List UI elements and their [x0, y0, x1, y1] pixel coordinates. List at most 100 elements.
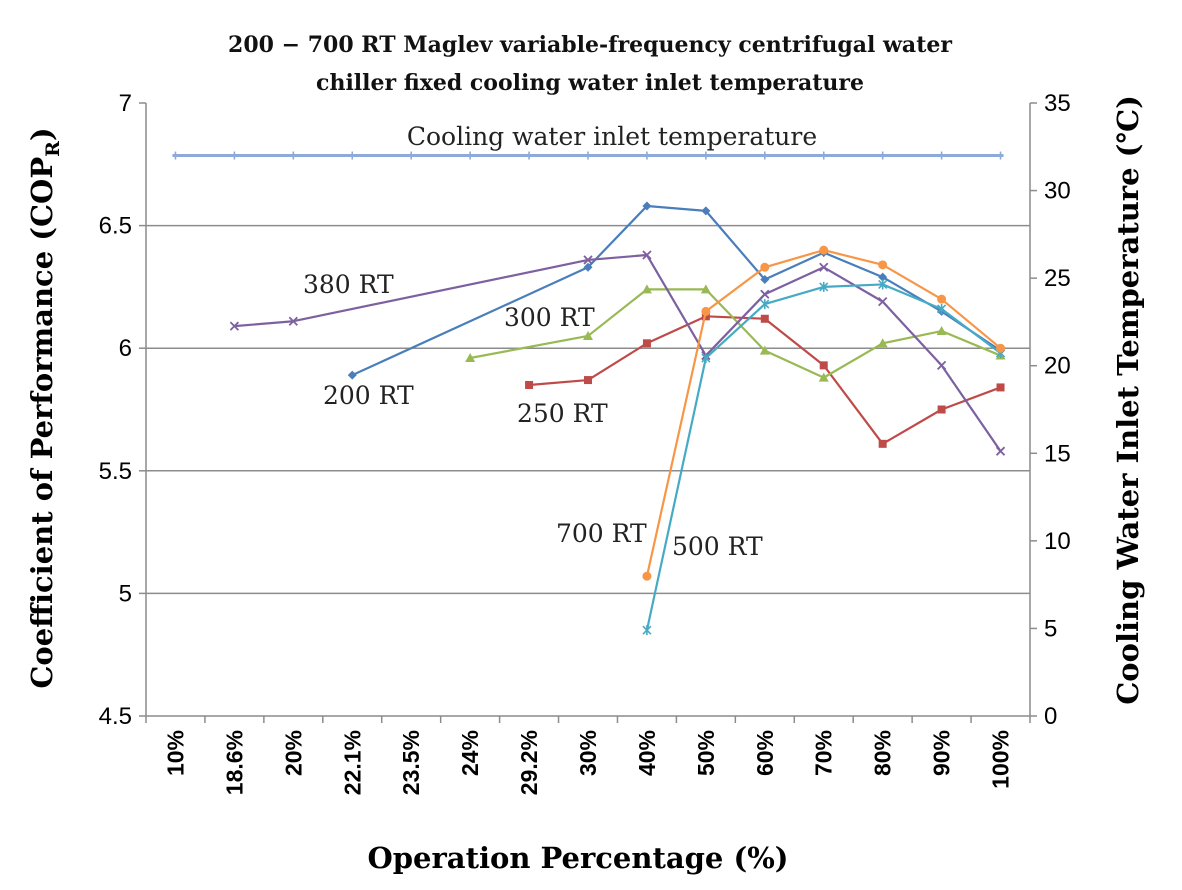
annotation-700rt: 700 RT	[556, 519, 647, 548]
data-point-triangle	[818, 372, 829, 382]
annotation-250rt: 250 RT	[517, 399, 608, 428]
y-right-tick-label: 20	[1044, 353, 1071, 380]
left-axis-ticks: 4.5 5 5.5 6 6.5 7	[99, 90, 146, 730]
data-point-x	[229, 321, 240, 331]
annotation-cooling-water: Cooling water inlet temperature	[407, 122, 817, 151]
data-point-x	[642, 250, 652, 260]
series-line	[234, 253, 1002, 452]
data-point-star	[642, 625, 652, 636]
data-point-square	[584, 376, 592, 385]
data-point-square	[760, 314, 769, 323]
data-point-circle	[996, 343, 1006, 353]
series-line	[351, 204, 1002, 377]
data-point-square	[878, 439, 887, 448]
data-point-circle	[642, 571, 652, 581]
annotation-300rt: 300 RT	[504, 303, 595, 332]
x-tick-label: 80%	[870, 730, 896, 776]
y-right-tick-label: 35	[1044, 90, 1071, 117]
y-left-tick-label: 7	[119, 90, 132, 117]
x-tick-label: 23.5%	[398, 730, 424, 795]
x-axis-label: Operation Percentage (%)	[368, 841, 789, 875]
x-axis-ticks: 10% 18.6% 20% 22.1% 23.5% 24% 29.2% 30% 40% 50% 60…	[145, 716, 1031, 795]
y-axis-right-label: Cooling Water Inlet Temperature (℃)	[1111, 95, 1145, 705]
x-tick-label: 22.1%	[339, 730, 365, 795]
x-tick-label: 70%	[811, 730, 837, 776]
y-right-tick-label: 15	[1044, 440, 1071, 467]
series-700-rt	[642, 245, 1006, 581]
y-right-tick-label: 30	[1044, 178, 1071, 205]
annotation-500rt: 500 RT	[672, 532, 763, 561]
y-right-tick-label: 25	[1044, 265, 1071, 292]
data-point-circle	[701, 306, 711, 316]
x-tick-label: 90%	[929, 730, 955, 776]
series-layer	[172, 151, 1006, 636]
series-380-rt	[229, 250, 1006, 456]
data-point-circle	[937, 294, 947, 304]
chart-title-line-2: chiller fixed cooling water inlet temper…	[316, 70, 864, 96]
x-tick-label: 24%	[457, 730, 483, 776]
data-point-circle	[878, 260, 888, 270]
x-tick-label: 40%	[634, 730, 660, 776]
y-left-tick-label: 6.5	[99, 213, 132, 240]
x-tick-label: 100%	[988, 730, 1014, 789]
data-point-triangle	[877, 338, 888, 348]
x-tick-label: 50%	[693, 730, 719, 776]
data-point-x	[583, 255, 593, 265]
y-right-tick-label: 5	[1044, 615, 1057, 642]
series-cooling-water-inlet-temperature	[172, 151, 1004, 160]
right-axis-ticks: 0 5 10 15 20 25 30 35	[1030, 90, 1071, 730]
data-point-triangle	[936, 326, 947, 336]
data-point-diamond	[642, 201, 652, 211]
x-tick-label: 30%	[575, 730, 601, 776]
annotation-200rt: 200 RT	[323, 381, 414, 410]
x-tick-label: 18.6%	[221, 730, 247, 795]
data-point-star	[819, 281, 829, 292]
data-point-star	[760, 299, 770, 310]
data-point-diamond	[701, 206, 711, 216]
y-axis-left-label: Coefficient of Performance (COPR)	[25, 127, 64, 688]
data-point-x	[995, 446, 1006, 456]
axes	[145, 103, 1031, 717]
y-right-tick-label: 10	[1044, 528, 1071, 555]
data-point-diamond	[347, 370, 357, 380]
series-300-rt	[465, 284, 1006, 382]
x-tick-label: 60%	[752, 730, 778, 776]
data-point-triangle	[700, 284, 711, 294]
data-point-x	[819, 262, 829, 272]
y-right-tick-label: 0	[1044, 703, 1057, 730]
data-point-square	[996, 383, 1005, 392]
y-left-tick-label: 5	[119, 580, 132, 607]
annotation-380rt: 380 RT	[303, 270, 394, 299]
y-left-tick-label: 5.5	[99, 458, 132, 485]
chart-title-line-1: 200 − 700 RT Maglev variable-frequency c…	[228, 32, 952, 58]
data-point-square	[525, 380, 534, 389]
data-point-x	[936, 360, 947, 371]
data-point-circle	[819, 245, 829, 255]
data-point-triangle	[465, 353, 476, 363]
gridlines	[146, 224, 1030, 595]
data-point-square	[819, 361, 828, 370]
series-line	[645, 249, 1002, 577]
series-200-rt	[347, 201, 1006, 380]
y-left-tick-label: 4.5	[99, 703, 132, 730]
y-left-tick-label: 6	[119, 335, 132, 362]
x-tick-label: 29.2%	[516, 730, 542, 795]
x-tick-label: 10%	[162, 730, 188, 776]
data-point-x	[878, 296, 888, 307]
data-point-diamond	[878, 272, 888, 282]
data-point-diamond	[583, 262, 593, 272]
data-point-triangle	[759, 345, 770, 355]
data-point-diamond	[760, 275, 770, 285]
data-point-square	[937, 405, 946, 414]
data-point-x	[288, 316, 298, 326]
data-point-triangle	[641, 284, 652, 294]
data-point-square	[642, 339, 651, 348]
data-point-x	[760, 289, 770, 299]
series-500-rt	[642, 279, 1006, 636]
data-point-star	[878, 279, 888, 290]
data-point-star	[937, 303, 947, 314]
data-point-triangle	[583, 330, 593, 340]
data-point-star	[701, 353, 711, 364]
data-point-circle	[760, 262, 770, 272]
